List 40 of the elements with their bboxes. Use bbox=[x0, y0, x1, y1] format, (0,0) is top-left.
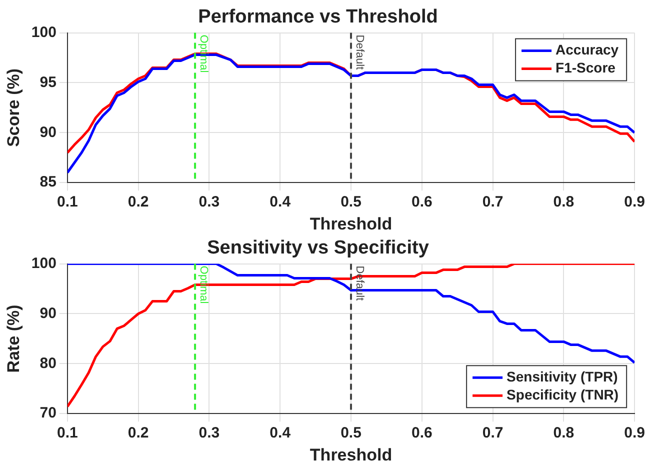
ref-line-label: Optimal bbox=[198, 266, 210, 304]
legend-label: Sensitivity (TPR) bbox=[506, 368, 618, 384]
x-axis-title: Threshold bbox=[310, 445, 392, 464]
x-tick-label: 0.4 bbox=[270, 194, 292, 211]
x-tick-label: 0.1 bbox=[56, 194, 78, 211]
chart-title: Performance vs Threshold bbox=[198, 6, 438, 28]
y-tick-label: 90 bbox=[40, 124, 56, 141]
y-tick-label: 85 bbox=[40, 174, 56, 191]
x-tick-label: 0.8 bbox=[553, 194, 574, 211]
x-tick-label: 0.6 bbox=[411, 424, 432, 442]
y-tick-label: 100 bbox=[31, 24, 56, 41]
legend-label: Accuracy bbox=[556, 42, 619, 58]
ref-line-label: Optimal bbox=[198, 34, 210, 73]
ref-line-label: Default bbox=[353, 34, 366, 70]
y-axis-title: Rate (%) bbox=[4, 304, 23, 373]
x-tick-label: 0.7 bbox=[482, 194, 504, 211]
x-tick-label: 0.2 bbox=[128, 424, 149, 442]
x-tick-label: 0.3 bbox=[198, 424, 220, 442]
y-tick-label: 80 bbox=[40, 354, 56, 372]
x-tick-label: 0.8 bbox=[553, 424, 574, 442]
x-tick-label: 0.4 bbox=[270, 424, 292, 442]
x-tick-label: 0.2 bbox=[128, 194, 149, 211]
x-tick-label: 0.7 bbox=[482, 424, 504, 442]
legend-label: Specificity (TNR) bbox=[506, 386, 619, 402]
x-tick-label: 0.9 bbox=[624, 424, 646, 442]
legend-label: F1-Score bbox=[556, 60, 616, 76]
y-axis-title: Score (%) bbox=[4, 68, 23, 147]
ref-line-label: Default bbox=[353, 266, 366, 301]
y-tick-label: 90 bbox=[40, 304, 56, 322]
x-tick-label: 0.5 bbox=[340, 194, 362, 211]
x-tick-label: 0.3 bbox=[198, 194, 220, 211]
x-tick-label: 0.1 bbox=[56, 424, 78, 442]
chart-title: Sensitivity vs Specificity bbox=[207, 238, 430, 259]
x-tick-label: 0.6 bbox=[411, 194, 432, 211]
y-tick-label: 95 bbox=[40, 74, 56, 91]
y-tick-label: 70 bbox=[40, 404, 56, 422]
x-axis-title: Threshold bbox=[310, 214, 392, 234]
x-tick-label: 0.5 bbox=[340, 424, 362, 442]
y-tick-label: 100 bbox=[31, 254, 56, 272]
x-tick-label: 0.9 bbox=[624, 194, 646, 211]
